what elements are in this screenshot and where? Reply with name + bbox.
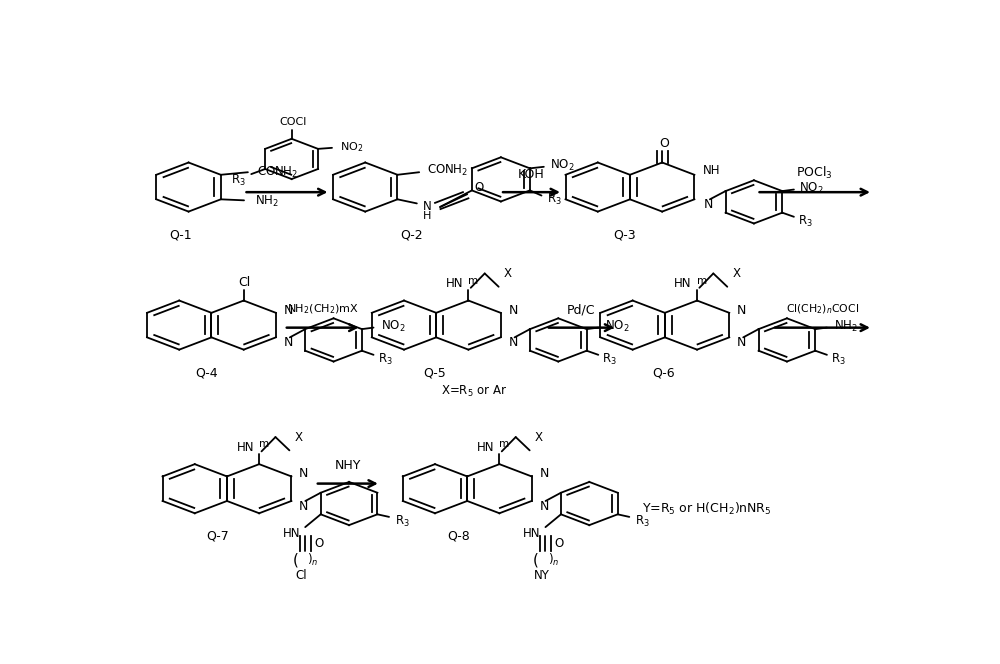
Text: Q-8: Q-8: [447, 530, 470, 542]
Text: X=R$_5$ or Ar: X=R$_5$ or Ar: [441, 384, 507, 399]
Text: N: N: [539, 467, 549, 480]
Text: N: N: [299, 467, 308, 480]
Text: Pd/C: Pd/C: [567, 303, 596, 317]
Text: HN: HN: [477, 441, 494, 454]
Text: HN: HN: [283, 527, 300, 540]
Text: R$_3$: R$_3$: [547, 192, 562, 207]
Text: Q-7: Q-7: [207, 530, 229, 542]
Text: NH: NH: [703, 164, 720, 177]
Text: Q-5: Q-5: [424, 366, 446, 379]
Text: m: m: [468, 276, 478, 286]
Text: X: X: [535, 431, 543, 444]
Text: Cl(CH$_2$)$_n$COCl: Cl(CH$_2$)$_n$COCl: [786, 303, 859, 317]
Text: X: X: [504, 268, 512, 280]
Text: Q-6: Q-6: [652, 366, 675, 379]
Text: R$_3$: R$_3$: [798, 214, 813, 230]
Text: HN: HN: [236, 441, 254, 454]
Text: HN: HN: [674, 277, 692, 290]
Text: O: O: [474, 181, 483, 194]
Text: CONH$_2$: CONH$_2$: [427, 163, 468, 178]
Text: N: N: [704, 198, 713, 211]
Text: N: N: [539, 499, 549, 513]
Text: NO$_2$: NO$_2$: [550, 158, 575, 173]
Text: m: m: [697, 276, 707, 286]
Text: R$_3$: R$_3$: [602, 353, 617, 367]
Text: H: H: [423, 210, 431, 220]
Text: R$_3$: R$_3$: [378, 353, 393, 367]
Text: NY: NY: [534, 569, 550, 582]
Text: )$_n$: )$_n$: [307, 552, 319, 568]
Text: NH$_2$: NH$_2$: [834, 319, 858, 334]
Text: X: X: [733, 268, 741, 280]
Text: N: N: [284, 303, 293, 317]
Text: NH$_2$(CH$_2$)mX: NH$_2$(CH$_2$)mX: [287, 303, 359, 317]
Text: (: (: [293, 553, 299, 568]
Text: Q-1: Q-1: [169, 228, 192, 241]
Text: N: N: [508, 303, 518, 317]
Text: Cl: Cl: [296, 569, 307, 582]
Text: HN: HN: [446, 277, 463, 290]
Text: N: N: [284, 336, 293, 349]
Text: HN: HN: [523, 527, 540, 540]
Text: N: N: [299, 499, 308, 513]
Text: )$_n$: )$_n$: [548, 552, 559, 568]
Text: NO$_2$: NO$_2$: [340, 140, 364, 154]
Text: POCl$_3$: POCl$_3$: [796, 165, 833, 181]
Text: m: m: [499, 439, 509, 450]
Text: R$_3$: R$_3$: [831, 353, 846, 367]
Text: NHY: NHY: [335, 459, 361, 472]
Text: Q-4: Q-4: [195, 366, 218, 379]
Text: N: N: [423, 201, 431, 214]
Text: R$_3$: R$_3$: [635, 513, 650, 529]
Text: R$_3$: R$_3$: [395, 513, 410, 529]
Text: N: N: [508, 336, 518, 349]
Text: CONH$_2$: CONH$_2$: [257, 165, 298, 180]
Text: NH$_2$: NH$_2$: [255, 195, 279, 209]
Text: O: O: [555, 537, 564, 550]
Text: COCl: COCl: [279, 117, 307, 127]
Text: N: N: [737, 336, 746, 349]
Text: Q-2: Q-2: [400, 228, 423, 241]
Text: N: N: [737, 303, 746, 317]
Text: NO$_2$: NO$_2$: [799, 181, 824, 196]
Text: KOH: KOH: [518, 168, 545, 181]
Text: NO$_2$: NO$_2$: [381, 319, 405, 334]
Text: R$_3$: R$_3$: [231, 173, 245, 188]
Text: NO$_2$: NO$_2$: [605, 319, 630, 334]
Text: X: X: [295, 431, 303, 444]
Text: Q-3: Q-3: [614, 228, 636, 241]
Text: O: O: [659, 137, 669, 149]
Text: m: m: [259, 439, 269, 450]
Text: (: (: [533, 553, 539, 568]
Text: O: O: [315, 537, 324, 550]
Text: Y=R$_5$ or H(CH$_2$)nNR$_5$: Y=R$_5$ or H(CH$_2$)nNR$_5$: [642, 501, 771, 517]
Text: Cl: Cl: [238, 276, 251, 289]
